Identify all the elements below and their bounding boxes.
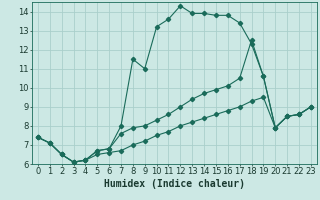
- X-axis label: Humidex (Indice chaleur): Humidex (Indice chaleur): [104, 179, 245, 189]
